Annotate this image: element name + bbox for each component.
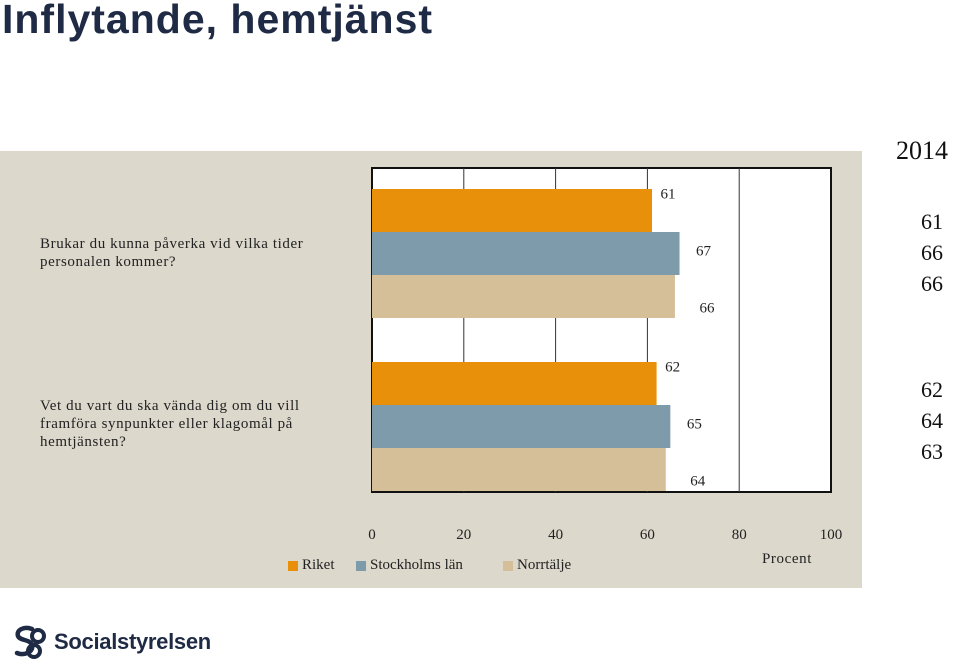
x-axis-label: Procent <box>762 551 812 567</box>
legend-item-norrtalje: Norrtälje <box>503 557 571 574</box>
x-tick-label: 60 <box>640 527 655 543</box>
legend-item-stockholms-lan: Stockholms län <box>356 557 463 574</box>
data-label: 65 <box>687 417 702 433</box>
logo-text: Socialstyrelsen <box>54 629 211 654</box>
bar <box>372 275 675 318</box>
summary-value: 64 <box>921 408 943 433</box>
socialstyrelsen-logo: Socialstyrelsen <box>12 624 211 660</box>
data-label: 64 <box>690 474 706 490</box>
summary-value: 63 <box>921 439 943 464</box>
x-tick-label: 0 <box>368 527 376 543</box>
x-tick-label: 100 <box>820 527 843 543</box>
data-label: 61 <box>660 187 675 203</box>
summary-value: 66 <box>921 240 943 265</box>
summary-values-2: 62 64 63 <box>912 374 952 467</box>
legend-item-riket: Riket <box>288 557 335 574</box>
question-label-1: Brukar du kunna påverka vid vilka tider … <box>40 236 304 270</box>
legend-label: Norrtälje <box>517 557 572 573</box>
legend-swatch <box>288 560 298 571</box>
page-title: Inflytande, hemtjänst <box>2 0 434 42</box>
bar <box>372 448 666 491</box>
bar <box>372 405 671 448</box>
data-label: 62 <box>665 360 680 376</box>
x-tick-label: 40 <box>548 527 563 543</box>
summary-value: 66 <box>921 271 943 296</box>
legend-label: Stockholms län <box>370 557 463 573</box>
data-label: 67 <box>696 244 712 260</box>
legend-swatch <box>356 560 366 571</box>
legend-label: Riket <box>302 557 335 573</box>
x-tick-label: 20 <box>456 527 471 543</box>
bar <box>372 362 657 405</box>
summary-value: 62 <box>921 377 943 402</box>
bar <box>372 189 652 232</box>
question-label-2: Vet du vart du ska vända dig om du vill … <box>40 398 300 450</box>
summary-value: 61 <box>921 209 943 234</box>
logo-emblem-icon <box>14 625 46 659</box>
legend-swatch <box>503 560 513 571</box>
x-tick-label: 80 <box>732 527 747 543</box>
year-label: 2014 <box>896 136 948 165</box>
bar <box>372 232 680 275</box>
summary-values-1: 61 66 66 <box>912 206 952 299</box>
data-label: 66 <box>699 301 715 317</box>
